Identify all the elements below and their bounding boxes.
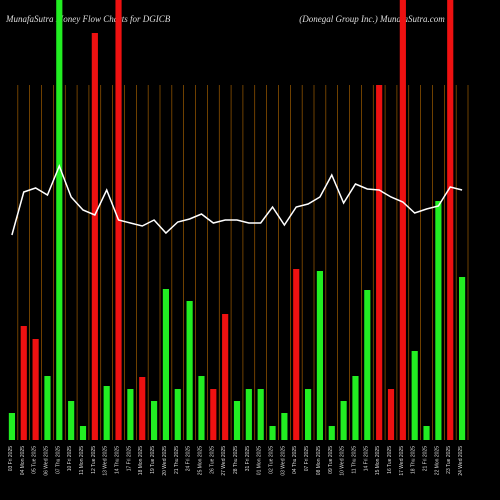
x-tick-label: 18 Thu 2025 xyxy=(411,446,417,474)
x-tick-label: 27 Wed 2025 xyxy=(221,446,227,476)
x-tick-label: 02 Tue 2025 xyxy=(269,446,275,474)
x-tick-label: 24 Fri 2025 xyxy=(186,446,192,472)
bar xyxy=(423,426,430,440)
bar xyxy=(316,271,324,440)
x-tick-label: 18 Mon 2025 xyxy=(138,446,144,475)
bar xyxy=(186,301,193,440)
x-tick-label: 17 Wed 2025 xyxy=(399,446,405,476)
bar xyxy=(387,389,395,440)
bar xyxy=(269,426,276,440)
bar xyxy=(257,389,264,440)
x-tick-label: 31 Fri 2025 xyxy=(245,446,251,472)
x-tick-label: 26 Tue 2025 xyxy=(209,446,215,474)
bar xyxy=(435,201,442,440)
bar xyxy=(8,413,16,440)
bar xyxy=(150,401,158,440)
chart-title: MunafaSutra Money Flow Charts for DGICB xyxy=(5,14,171,24)
bar xyxy=(328,426,335,440)
bar xyxy=(376,85,383,440)
bar xyxy=(162,289,170,440)
bar xyxy=(174,389,181,440)
bar xyxy=(399,0,406,440)
bar xyxy=(20,326,27,440)
x-tick-label: 20 Wed 2025 xyxy=(162,446,168,476)
bar xyxy=(364,290,371,440)
x-tick-label: 04 Mon 2025 xyxy=(20,446,26,475)
bar xyxy=(68,401,75,440)
x-tick-label: 19 Tue 2025 xyxy=(150,446,156,474)
x-tick-label: 03 Fri 2025 xyxy=(8,446,14,472)
x-tick-label: 14 Thu 2025 xyxy=(115,446,121,474)
bar xyxy=(139,377,146,440)
x-tick-label: 21 Thu 2025 xyxy=(174,446,180,474)
x-tick-label: 15 Mon 2025 xyxy=(375,446,381,475)
chart-subtitle: (Donegal Group Inc.) MunafaSutra.com xyxy=(299,14,445,24)
x-tick-label: 03 Wed 2025 xyxy=(280,446,286,476)
x-tick-label: 14 Fri 2025 xyxy=(363,446,369,472)
x-tick-label: 10 Wed 2025 xyxy=(340,446,346,476)
x-tick-label: 04 Thu 2025 xyxy=(292,446,298,474)
bar xyxy=(79,426,87,440)
bar xyxy=(411,351,418,440)
x-tick-label: 07 Fri 2025 xyxy=(304,446,310,472)
x-tick-label: 21 Fri 2025 xyxy=(423,446,429,472)
bar xyxy=(56,0,63,440)
bar xyxy=(340,401,347,440)
bar xyxy=(352,376,359,440)
x-tick-label: 25 Mon 2025 xyxy=(197,446,203,475)
x-tick-label: 09 Tue 2025 xyxy=(328,446,334,474)
bar xyxy=(127,389,134,440)
x-tick-label: 11 Thu 2025 xyxy=(351,446,357,474)
money-flow-line xyxy=(11,163,463,236)
bar xyxy=(281,413,288,440)
x-tick-label: 12 Tue 2025 xyxy=(91,446,97,474)
bar xyxy=(447,0,454,440)
bar xyxy=(293,269,300,440)
bar xyxy=(103,386,110,440)
x-tick-label: 05 Tue 2025 xyxy=(32,446,38,474)
bar xyxy=(458,277,466,440)
x-tick-label: 01 Mon 2025 xyxy=(257,446,263,475)
x-tick-label: 16 Tue 2025 xyxy=(387,446,393,474)
bar xyxy=(245,389,252,440)
x-tick-label: 13 Wed 2025 xyxy=(103,446,109,476)
x-tick-label: 06 Wed 2025 xyxy=(43,446,49,476)
x-tick-label: 07 Thu 2025 xyxy=(55,446,61,474)
bar xyxy=(222,314,229,440)
x-tick-label: 10 Fri 2025 xyxy=(67,446,73,472)
x-tick-label: 08 Mon 2025 xyxy=(316,446,322,475)
bar xyxy=(233,401,241,440)
x-tick-label: 23 Tue 2025 xyxy=(446,446,452,474)
bar xyxy=(91,33,98,440)
x-tick-label: 24 Wed 2025 xyxy=(458,446,464,476)
x-tick-label: 22 Mon 2025 xyxy=(434,446,440,475)
bar xyxy=(304,389,312,440)
x-tick-label: 28 Thu 2025 xyxy=(233,446,239,474)
bar xyxy=(32,339,39,440)
bar xyxy=(210,389,217,440)
x-tick-label: 17 Fri 2025 xyxy=(126,446,132,472)
bar xyxy=(44,376,51,440)
x-tick-label: 11 Mon 2025 xyxy=(79,446,85,475)
bar xyxy=(198,376,205,440)
